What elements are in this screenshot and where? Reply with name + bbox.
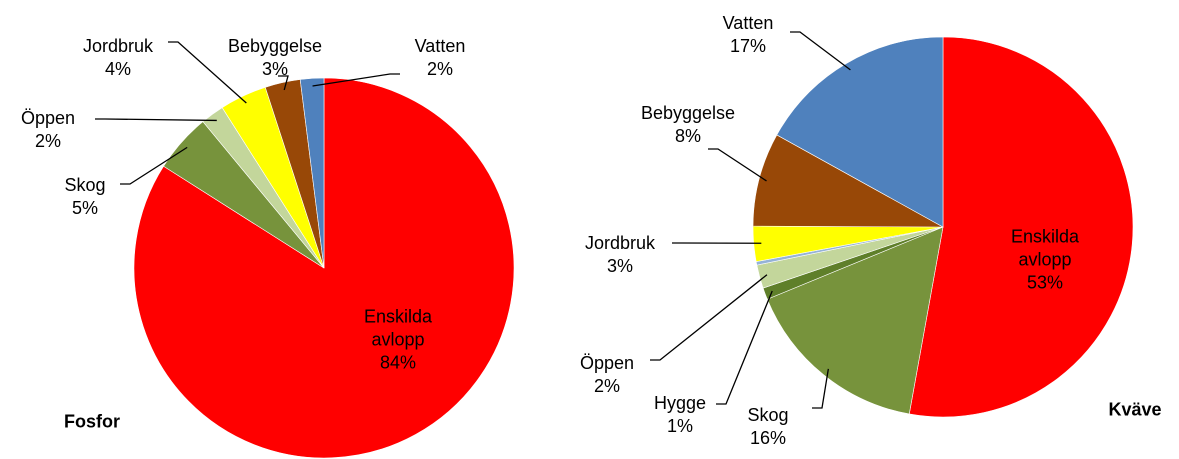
leader-line — [708, 148, 767, 182]
slice-name: Enskilda avlopp — [1010, 226, 1080, 270]
slice-value: 1% — [666, 416, 693, 436]
slice-name: Enskilda avlopp — [363, 306, 433, 350]
slice-value: 16% — [749, 428, 787, 448]
pie-slice — [908, 36, 1134, 418]
slice-name: Vatten — [722, 13, 774, 33]
slice-value: 53% — [1026, 272, 1064, 293]
leader-line — [812, 368, 829, 409]
leader-line — [168, 41, 247, 104]
slice-label: Öppen 2% — [580, 352, 634, 398]
slice-label: Enskilda avlopp 84% — [353, 306, 443, 375]
leader-line — [95, 118, 217, 122]
slice-value: 84% — [379, 352, 417, 373]
slice-name: Öppen — [20, 108, 76, 128]
slice-name: Öppen — [579, 353, 635, 373]
leader-line — [650, 274, 768, 361]
slice-label: Öppen 2% — [21, 107, 75, 153]
slice-label: Jordbruk 3% — [585, 232, 655, 278]
leader-line — [790, 31, 851, 71]
slice-label: Bebyggelse 3% — [228, 35, 322, 81]
slice-value: 2% — [593, 376, 621, 396]
slice-value: 2% — [34, 131, 62, 151]
pie-slice — [752, 134, 944, 228]
slice-name: Bebyggelse — [227, 36, 323, 56]
pie-slice — [766, 226, 944, 415]
slice-label: Skog 5% — [64, 174, 105, 220]
slice-value: 3% — [606, 256, 633, 276]
leader-line — [278, 75, 289, 91]
slice-name: Hygge — [653, 393, 707, 413]
slice-value: 17% — [729, 36, 767, 56]
slice-value: 8% — [674, 126, 702, 146]
slice-label: Enskilda avlopp 53% — [1000, 226, 1090, 295]
slice-label: Jordbruk 4% — [83, 35, 153, 81]
slice-value: 4% — [104, 59, 131, 79]
leader-line — [120, 146, 188, 185]
slice-label: Vatten 17% — [723, 12, 774, 58]
slice-name: Jordbruk — [82, 36, 154, 56]
slice-name: Skog — [747, 405, 789, 425]
chart-title: Kväve — [1108, 399, 1162, 420]
slice-name: Vatten — [414, 36, 466, 56]
slice-name: Jordbruk — [584, 233, 656, 253]
slice-value: 5% — [71, 198, 98, 218]
slice-label: Bebyggelse 8% — [641, 102, 735, 148]
slice-name: Skog — [64, 175, 106, 195]
chart-title: Fosfor — [64, 411, 120, 432]
slice-label: Vatten 2% — [415, 35, 466, 81]
pie-slice — [299, 77, 325, 269]
slice-label: Hygge 1% — [654, 392, 706, 438]
leader-line — [312, 73, 400, 87]
slice-value: 2% — [426, 59, 453, 79]
leader-line — [716, 290, 773, 405]
slice-name: Bebyggelse — [640, 103, 736, 123]
slice-value: 3% — [261, 59, 289, 79]
pie-slice — [776, 36, 944, 228]
slice-label: Skog 16% — [747, 404, 788, 450]
